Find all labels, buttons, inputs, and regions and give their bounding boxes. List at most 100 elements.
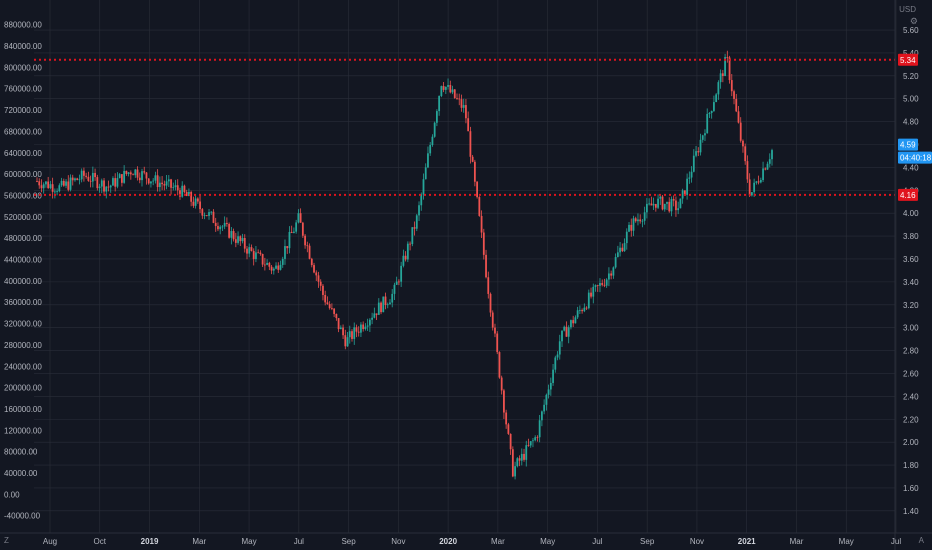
candle-body bbox=[319, 281, 322, 286]
candle-body bbox=[456, 97, 458, 99]
time-axis[interactable]: Aug Oct 2019 Mar May Jul Sep Nov 2020 Mar May Jul Se… bbox=[43, 537, 901, 546]
candle-body bbox=[317, 275, 320, 282]
candle-body bbox=[288, 231, 291, 249]
candle-body bbox=[165, 181, 168, 186]
candle-body bbox=[724, 56, 726, 77]
time-tick-label: Mar bbox=[790, 537, 804, 546]
candle-body bbox=[661, 196, 664, 210]
candle-body bbox=[538, 420, 541, 438]
candle-body bbox=[431, 136, 434, 146]
candle-body bbox=[476, 181, 479, 198]
candle-body bbox=[335, 313, 338, 319]
candle-body bbox=[203, 215, 206, 217]
candle-body bbox=[105, 186, 108, 192]
candle-body bbox=[346, 337, 349, 347]
candle-body bbox=[603, 284, 606, 286]
candle-body bbox=[138, 177, 141, 181]
candle-body bbox=[654, 203, 657, 208]
candle-body bbox=[371, 317, 374, 320]
candle-body bbox=[730, 80, 733, 92]
candle-body bbox=[324, 294, 327, 303]
candle-body bbox=[391, 293, 394, 303]
candle-body bbox=[239, 236, 242, 242]
candle-body bbox=[659, 196, 662, 199]
currency-label: USD bbox=[899, 5, 916, 14]
time-tick-label: 2019 bbox=[141, 537, 159, 546]
timezone-label[interactable]: Z bbox=[4, 536, 9, 545]
horizontal-levels[interactable] bbox=[34, 58, 895, 196]
price-badge bbox=[898, 53, 918, 66]
candle-body bbox=[134, 169, 137, 176]
candle-body bbox=[210, 211, 213, 213]
left-tick-label: 240000.00 bbox=[4, 362, 42, 371]
candle-body bbox=[498, 352, 501, 378]
candle-body bbox=[681, 190, 684, 199]
candle-body bbox=[429, 145, 432, 154]
candle-body bbox=[246, 248, 248, 254]
candle-body bbox=[570, 320, 572, 328]
candle-body bbox=[174, 185, 177, 188]
candle-body bbox=[409, 243, 411, 245]
candle-body bbox=[83, 170, 85, 176]
candle-body bbox=[549, 382, 552, 390]
candle-body bbox=[742, 140, 744, 147]
candle-body bbox=[301, 222, 304, 236]
candle-body bbox=[172, 187, 175, 188]
auto-scale-button[interactable]: A bbox=[918, 536, 924, 545]
candle-body bbox=[326, 302, 329, 305]
candle-body bbox=[366, 325, 369, 327]
time-tick-label: May bbox=[540, 537, 555, 546]
candle-body bbox=[125, 170, 128, 174]
candle-body bbox=[87, 176, 90, 181]
candle-body bbox=[199, 201, 201, 210]
candle-body bbox=[114, 178, 117, 187]
candle-body bbox=[69, 177, 72, 190]
candle-body bbox=[496, 333, 499, 353]
candle-body bbox=[386, 304, 389, 306]
left-tick-label: 680000.00 bbox=[4, 127, 42, 136]
candle-body bbox=[167, 179, 170, 182]
candle-body bbox=[494, 327, 496, 334]
candle-body bbox=[176, 185, 179, 191]
left-tick-label: 800000.00 bbox=[4, 63, 42, 72]
candle-body bbox=[344, 335, 347, 347]
candle-body bbox=[529, 441, 532, 446]
time-tick-label: Jul bbox=[592, 537, 602, 546]
candle-body bbox=[143, 171, 146, 173]
candle-body bbox=[757, 181, 760, 183]
candle-body bbox=[594, 285, 597, 287]
candle-body bbox=[623, 243, 626, 252]
price-badge bbox=[898, 138, 918, 151]
left-tick-label: 400000.00 bbox=[4, 277, 42, 286]
time-tick-label: Mar bbox=[192, 537, 206, 546]
candle-body bbox=[554, 357, 557, 370]
candle-body bbox=[136, 169, 139, 178]
candle-body bbox=[460, 99, 463, 108]
candle-body bbox=[764, 168, 767, 170]
right-tick-label: 4.40 bbox=[903, 163, 919, 172]
candle-body bbox=[596, 285, 599, 286]
candle-body bbox=[563, 326, 566, 331]
gear-icon[interactable]: ⚙ bbox=[909, 16, 918, 26]
candle-body bbox=[234, 239, 237, 243]
candle-body bbox=[726, 56, 729, 58]
candle-body bbox=[293, 231, 295, 233]
right-tick-label: 4.00 bbox=[903, 209, 919, 218]
candle-body bbox=[107, 186, 110, 188]
candle-body bbox=[565, 326, 568, 337]
candle-body bbox=[313, 265, 315, 273]
candle-body bbox=[170, 179, 172, 188]
candle-body bbox=[422, 179, 425, 195]
price-badge-label: 4.16 bbox=[900, 191, 916, 200]
left-tick-label: -40000.00 bbox=[4, 512, 41, 521]
candle-body bbox=[357, 331, 360, 333]
candle-body bbox=[614, 256, 617, 268]
candle-body bbox=[219, 226, 222, 230]
candle-body bbox=[556, 354, 559, 358]
candle-body bbox=[482, 232, 485, 255]
candle-body bbox=[181, 185, 184, 197]
right-tick-label: 1.40 bbox=[903, 507, 919, 516]
right-tick-label: 5.60 bbox=[903, 26, 919, 35]
candle-body bbox=[268, 262, 271, 267]
